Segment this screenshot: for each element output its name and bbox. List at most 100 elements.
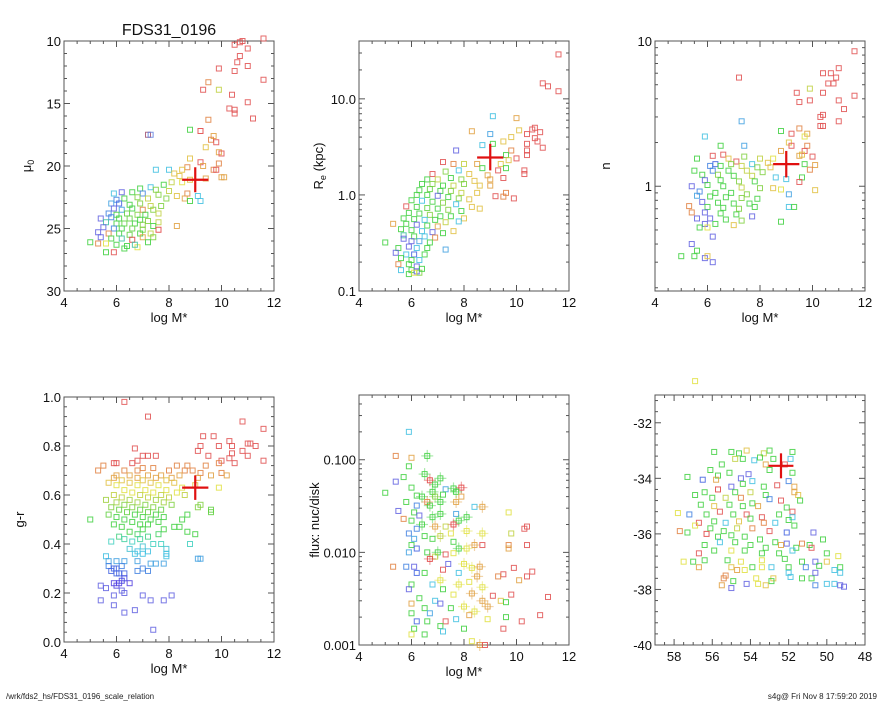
x-tick-label: 6 (113, 295, 120, 310)
data-point (103, 249, 109, 256)
data-point (215, 86, 222, 93)
data-point (717, 210, 724, 217)
data-point (468, 203, 475, 210)
data-point (152, 511, 159, 518)
data-point (812, 569, 819, 576)
data-point (118, 225, 125, 232)
data-point (210, 433, 217, 440)
data-point (730, 511, 737, 518)
data-point (751, 203, 758, 210)
data-point (260, 457, 267, 464)
data-point (416, 210, 423, 217)
data-point (421, 471, 428, 478)
data-point (150, 223, 157, 229)
data-point (126, 580, 133, 587)
x-tick-label: 54 (743, 649, 757, 664)
data-point (208, 509, 214, 516)
data-point (717, 177, 724, 184)
data-point (450, 182, 457, 189)
data-point (105, 563, 112, 570)
data-point (411, 251, 418, 258)
data-point (684, 473, 691, 480)
data-point (471, 542, 478, 549)
data-point (108, 504, 115, 511)
data-point (757, 155, 763, 162)
data-point (163, 195, 170, 202)
data-point (147, 131, 154, 138)
data-point (736, 205, 742, 212)
data-point (434, 205, 441, 212)
data-point (711, 448, 718, 455)
data-point (766, 528, 773, 535)
data-point (405, 549, 412, 556)
data-point (736, 518, 742, 525)
data-point (758, 514, 765, 521)
data-point (772, 539, 779, 546)
data-point (429, 535, 436, 542)
data-point (711, 518, 718, 525)
data-point (837, 569, 844, 576)
data-point (440, 628, 446, 635)
data-point (226, 438, 233, 445)
data-point (398, 267, 404, 274)
data-point (505, 542, 512, 549)
data-point (703, 511, 710, 518)
data-point (466, 171, 473, 178)
data-point (424, 222, 431, 229)
data-point (200, 433, 207, 440)
data-point (163, 477, 170, 484)
data-point (466, 578, 473, 585)
data-point (168, 474, 175, 481)
data-point (489, 592, 496, 599)
data-point (150, 626, 157, 633)
data-point (516, 577, 523, 584)
data-point (720, 575, 727, 582)
data-point (781, 555, 788, 562)
data-point (791, 489, 798, 496)
data-point (487, 176, 494, 183)
data-point (110, 474, 117, 481)
data-point (749, 172, 756, 179)
data-point (108, 538, 115, 545)
data-point (749, 525, 756, 532)
x-tick-label: 6 (408, 295, 415, 310)
data-point (440, 566, 446, 573)
data-point (500, 571, 507, 578)
data-point (728, 532, 735, 539)
data-point (400, 232, 407, 239)
data-point (806, 166, 813, 173)
data-point (411, 535, 418, 542)
data-point (103, 553, 109, 560)
y-axis-label: g-r (12, 511, 27, 528)
data-point (704, 253, 711, 260)
data-point (168, 501, 175, 508)
data-point (121, 590, 128, 596)
data-point (400, 235, 407, 242)
data-point (137, 536, 144, 543)
data-point (398, 255, 404, 262)
data-point (513, 155, 520, 162)
data-point (783, 504, 790, 511)
data-point (403, 251, 410, 258)
data-point (479, 142, 486, 149)
data-point (116, 506, 123, 513)
data-point (841, 106, 847, 113)
data-point (234, 59, 241, 66)
data-point (118, 563, 125, 570)
data-point (747, 542, 754, 548)
data-point (503, 599, 509, 606)
data-point (783, 529, 790, 536)
data-point (694, 155, 700, 162)
data-point (145, 533, 151, 540)
data-point (129, 504, 136, 511)
data-point (160, 181, 167, 188)
y-tick-label: 0.2 (43, 586, 61, 601)
data-point (505, 509, 512, 516)
data-point (155, 482, 162, 489)
data-point (155, 219, 162, 226)
data-point (108, 200, 115, 207)
data-point (688, 209, 695, 216)
data-point (455, 218, 462, 225)
data-point (176, 523, 183, 530)
data-point (192, 531, 199, 538)
